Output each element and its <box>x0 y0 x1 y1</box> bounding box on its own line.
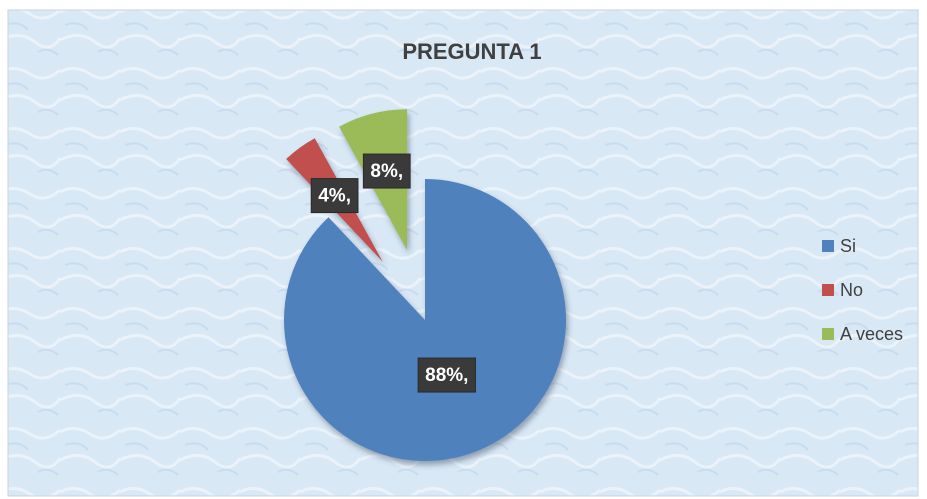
legend-swatch <box>822 240 834 252</box>
data-label-box <box>362 153 411 189</box>
legend-label: A veces <box>840 324 903 344</box>
legend-label: No <box>840 280 863 300</box>
data-label-box <box>417 357 476 393</box>
data-label: 8%, <box>370 161 403 182</box>
data-label: 88%, <box>425 365 468 386</box>
legend-swatch <box>822 284 834 296</box>
data-label-box <box>310 178 359 214</box>
chart-title: PREGUNTA 1 <box>402 39 541 64</box>
legend-swatch <box>822 328 834 340</box>
legend: Si No A veces <box>822 236 903 344</box>
pie-slice <box>283 179 566 462</box>
data-label: 4%, <box>318 186 351 207</box>
legend-label: Si <box>840 236 856 256</box>
data-labels: 88%, 4%, 8%, <box>310 153 476 393</box>
